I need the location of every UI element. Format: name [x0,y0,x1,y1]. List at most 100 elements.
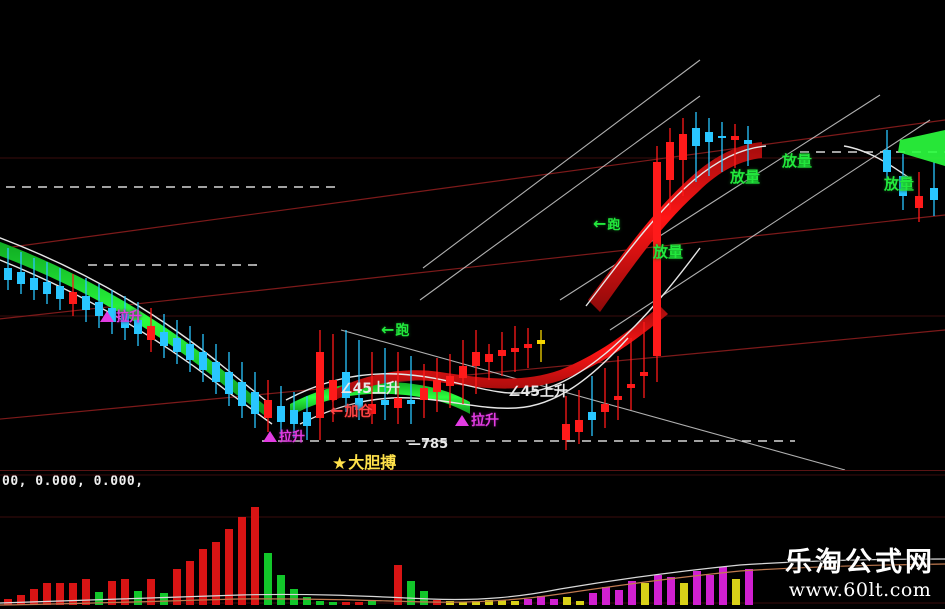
candlestick[interactable] [342,330,350,412]
candlestick[interactable] [498,332,506,376]
candlestick[interactable] [446,354,454,408]
candlestick[interactable] [17,252,25,294]
volume-bar[interactable] [43,583,51,605]
volume-bar[interactable] [277,575,285,605]
volume-bar[interactable] [342,602,350,605]
candlestick[interactable] [173,320,181,364]
candlestick[interactable] [4,248,12,290]
candlestick[interactable] [562,396,570,450]
candlestick[interactable] [134,302,142,346]
candlestick[interactable] [121,296,129,340]
volume-bar[interactable] [407,581,415,605]
candlestick[interactable] [30,258,38,300]
candlestick[interactable] [883,130,891,186]
volume-bar[interactable] [667,577,675,605]
candlestick[interactable] [588,376,596,436]
volume-bar[interactable] [225,529,233,605]
volume-bar[interactable] [563,597,571,605]
volume-bar[interactable] [550,599,558,605]
volume-bar[interactable] [472,601,480,605]
candlestick[interactable] [290,392,298,438]
volume-bar[interactable] [394,565,402,605]
volume-bar[interactable] [251,507,259,605]
volume-chart-canvas[interactable] [0,471,945,609]
volume-bar[interactable] [316,601,324,605]
volume-bar[interactable] [706,575,714,605]
volume-bar[interactable] [303,597,311,605]
candlestick[interactable] [69,274,77,316]
volume-bar[interactable] [30,589,38,605]
volume-bar[interactable] [459,602,467,605]
candlestick[interactable] [43,262,51,304]
candlestick[interactable] [614,356,622,420]
volume-bar[interactable] [147,579,155,605]
candlestick[interactable] [640,322,648,398]
candlestick[interactable] [212,344,220,394]
candlestick[interactable] [524,328,532,368]
candlestick[interactable] [601,368,609,428]
candlestick[interactable] [199,334,207,382]
volume-bar[interactable] [290,589,298,605]
candlestick[interactable] [627,338,635,410]
candlestick[interactable] [930,162,938,216]
volume-bar[interactable] [732,579,740,605]
candlestick[interactable] [511,326,519,372]
volume-bars[interactable] [4,507,753,605]
candlestick[interactable] [666,128,674,210]
candlestick[interactable] [264,380,272,432]
volume-bar[interactable] [680,583,688,605]
candlestick[interactable] [316,330,324,440]
candlestick[interactable] [303,396,311,440]
volume-bar[interactable] [56,583,64,605]
volume-bar[interactable] [641,583,649,605]
volume-bar[interactable] [719,567,727,605]
price-chart-canvas[interactable] [0,0,945,470]
volume-bar[interactable] [485,600,493,605]
volume-bar[interactable] [17,595,25,605]
volume-bar[interactable] [121,579,129,605]
candlestick[interactable] [915,172,923,222]
candlestick[interactable] [537,330,545,362]
volume-bar[interactable] [654,575,662,605]
volume-bar[interactable] [420,591,428,605]
candlestick[interactable] [692,112,700,182]
volume-bar[interactable] [199,549,207,605]
candlestick[interactable] [82,278,90,322]
candlestick[interactable] [56,268,64,310]
candlestick[interactable] [485,344,493,380]
volume-bar[interactable] [446,601,454,605]
candlestick[interactable] [705,118,713,176]
volume-bar[interactable] [329,602,337,605]
volume-bar[interactable] [615,590,623,605]
candlestick[interactable] [381,348,389,420]
volume-bar[interactable] [628,581,636,605]
candlestick[interactable] [225,352,233,406]
volume-bar[interactable] [264,553,272,605]
volume-bar[interactable] [108,581,116,605]
volume-bar[interactable] [537,596,545,605]
candlestick[interactable] [433,358,441,412]
volume-bar[interactable] [173,569,181,605]
candlestick[interactable] [160,314,168,358]
candlestick[interactable] [575,390,583,444]
candlestick[interactable] [394,352,402,424]
volume-bar[interactable] [589,593,597,605]
volume-bar[interactable] [368,601,376,605]
candlestick[interactable] [679,118,687,196]
candlestick[interactable] [420,364,428,418]
volume-bar[interactable] [576,601,584,605]
volume-bar[interactable] [69,583,77,605]
candlestick[interactable] [731,124,739,168]
candlestick[interactable] [368,352,376,424]
candlestick[interactable] [277,386,285,436]
candlestick[interactable] [459,340,467,404]
candlestick[interactable] [186,326,194,372]
volume-bar[interactable] [212,542,220,605]
candlestick[interactable] [355,340,363,420]
price-panel[interactable]: 拉升 拉升 拉升 ←跑 ←跑 ←加仓 ∠45上升 ∠45上升 —785 ★大胆搏 放量 放量 放量 放量 [0,0,945,473]
volume-bar[interactable] [238,517,246,605]
candlestick[interactable] [718,122,726,172]
candlestick[interactable] [744,126,752,166]
volume-bar[interactable] [186,561,194,605]
volume-bar[interactable] [745,569,753,605]
